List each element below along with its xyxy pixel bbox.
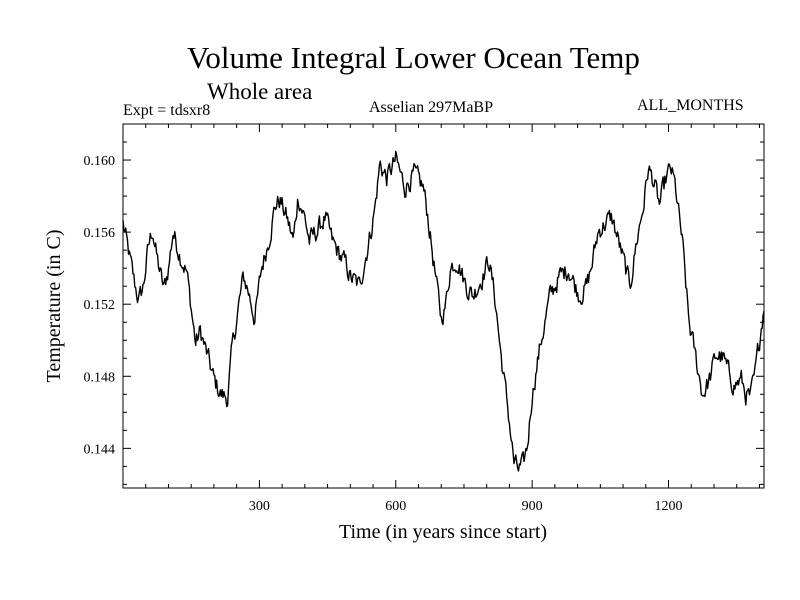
x-tick-label: 900 xyxy=(522,499,543,514)
x-axis-label: Time (in years since start) xyxy=(339,521,547,543)
y-tick-label: 0.152 xyxy=(84,298,116,313)
axis-ticks xyxy=(123,123,764,488)
series-line xyxy=(122,150,765,472)
x-tick-label: 300 xyxy=(249,499,270,514)
series-layer xyxy=(122,150,765,472)
y-axis-label: Temperature (in C) xyxy=(43,230,65,383)
y-tick-label: 0.156 xyxy=(84,226,116,241)
x-tick-labels: 300 600 900 1200 xyxy=(249,499,683,514)
plot-frame xyxy=(122,123,765,489)
chart-title: Volume Integral Lower Ocean Temp xyxy=(187,40,640,75)
y-tick-label: 0.148 xyxy=(84,370,116,385)
months-label: ALL_MONTHS xyxy=(637,97,744,114)
chart-subtitle: Whole area xyxy=(207,79,313,104)
period-label: Asselian 297MaBP xyxy=(369,99,493,116)
y-tick-label: 0.144 xyxy=(84,442,116,457)
experiment-label: Expt = tdsxr8 xyxy=(123,102,211,119)
x-tick-label: 1200 xyxy=(655,499,683,514)
y-tick-label: 0.160 xyxy=(84,154,116,169)
x-tick-label: 600 xyxy=(385,499,406,514)
y-tick-labels: 0.144 0.148 0.152 0.156 0.160 xyxy=(84,154,116,457)
